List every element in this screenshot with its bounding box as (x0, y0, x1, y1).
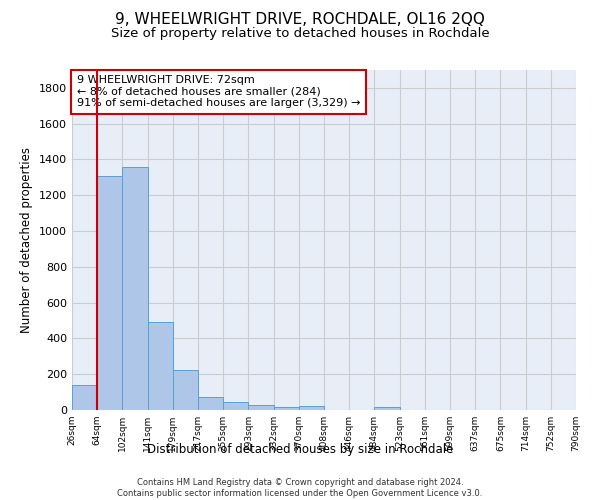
Bar (223, 402, 248, 410)
Text: Distribution of detached houses by size in Rochdale: Distribution of detached houses by size … (147, 442, 453, 456)
Bar (198, 396, 223, 410)
Text: 9 WHEELWRIGHT DRIVE: 72sqm
← 8% of detached houses are smaller (284)
91% of semi: 9 WHEELWRIGHT DRIVE: 72sqm ← 8% of detac… (77, 75, 361, 108)
Bar (248, 405, 274, 410)
Text: Contains HM Land Registry data © Crown copyright and database right 2024.
Contai: Contains HM Land Registry data © Crown c… (118, 478, 482, 498)
Bar (97, 176, 122, 410)
Bar (374, 408, 400, 410)
Bar (173, 370, 198, 410)
Bar (299, 406, 324, 410)
Bar (148, 322, 173, 410)
Bar (122, 166, 148, 410)
Text: 9, WHEELWRIGHT DRIVE, ROCHDALE, OL16 2QQ: 9, WHEELWRIGHT DRIVE, ROCHDALE, OL16 2QQ (115, 12, 485, 28)
Text: Size of property relative to detached houses in Rochdale: Size of property relative to detached ho… (110, 28, 490, 40)
Bar (274, 408, 299, 410)
Y-axis label: Number of detached properties: Number of detached properties (20, 147, 34, 333)
Bar (72, 385, 97, 410)
